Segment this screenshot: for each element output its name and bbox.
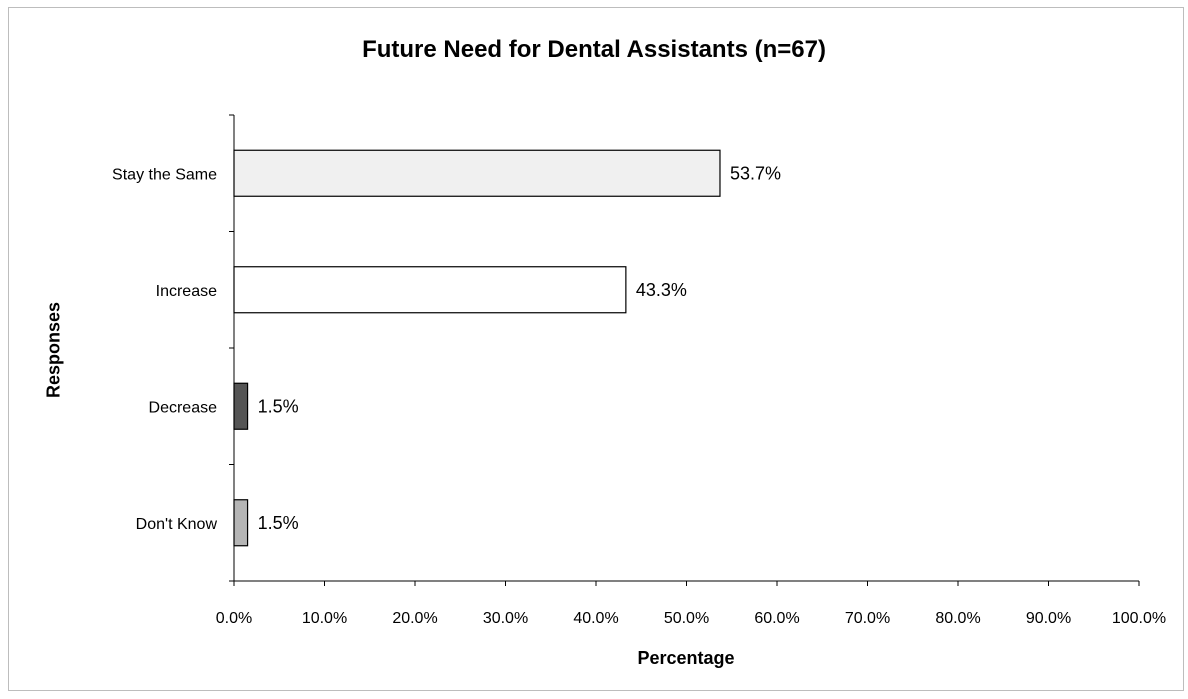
x-tick-label: 90.0% bbox=[1026, 610, 1071, 627]
x-tick-label: 100.0% bbox=[1112, 610, 1166, 627]
x-axis-label: Percentage bbox=[637, 648, 735, 668]
bar bbox=[233, 382, 249, 430]
y-category-label: Stay the Same bbox=[112, 166, 217, 183]
bar-value-label: 1.5% bbox=[258, 396, 299, 416]
x-tick-label: 60.0% bbox=[754, 610, 799, 627]
x-tick-label: 0.0% bbox=[216, 610, 252, 627]
x-tick-label: 50.0% bbox=[664, 610, 709, 627]
bar-value-label: 1.5% bbox=[258, 513, 299, 533]
bar bbox=[233, 266, 627, 314]
chart-frame bbox=[8, 7, 1184, 691]
x-tick-label: 10.0% bbox=[302, 610, 347, 627]
x-tick-label: 40.0% bbox=[573, 610, 618, 627]
x-tick-label: 70.0% bbox=[845, 610, 890, 627]
x-tick-label: 30.0% bbox=[483, 610, 528, 627]
bar-value-label: 43.3% bbox=[636, 280, 687, 300]
bar bbox=[233, 499, 249, 547]
y-category-label: Decrease bbox=[149, 399, 218, 416]
chart-title: Future Need for Dental Assistants (n=67) bbox=[362, 36, 826, 63]
x-tick-label: 20.0% bbox=[392, 610, 437, 627]
bar bbox=[233, 149, 721, 197]
bar-value-label: 53.7% bbox=[730, 163, 781, 183]
x-tick-label: 80.0% bbox=[935, 610, 980, 627]
y-category-label: Don't Know bbox=[136, 516, 218, 533]
y-category-label: Increase bbox=[156, 283, 217, 300]
